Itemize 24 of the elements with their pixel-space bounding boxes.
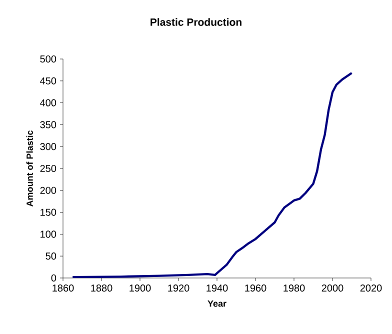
x-tick-label: 2020 [360, 284, 382, 292]
x-tick-label: 1880 [91, 284, 112, 292]
y-tick-label: 300 [40, 143, 56, 150]
x-tick-label: 1940 [206, 284, 228, 292]
x-tick-label: 1900 [130, 284, 151, 292]
y-tick-label: 400 [40, 99, 56, 106]
y-tick-label: 0 [51, 274, 56, 282]
y-tick-label: 450 [40, 77, 56, 84]
y-tick-label: 350 [40, 121, 56, 128]
x-tick-label: 1860 [52, 284, 74, 292]
y-axis-title: Amount of Plastic [26, 130, 33, 207]
y-tick-label: 150 [40, 208, 56, 216]
x-tick-label: 1920 [168, 284, 190, 292]
x-tick-label: 1980 [284, 284, 305, 292]
x-axis-title: Year [208, 300, 226, 307]
y-tick-label: 250 [40, 164, 56, 172]
y-tick-label: 200 [40, 186, 56, 194]
y-tick-label: 500 [40, 55, 56, 63]
x-tick-label: 2000 [322, 284, 344, 292]
chart-title: Plastic Production [150, 18, 242, 26]
line-series [72, 72, 353, 278]
y-tick-label: 50 [46, 252, 56, 260]
y-tick-label: 100 [40, 230, 56, 238]
x-tick-label: 1960 [245, 284, 266, 292]
